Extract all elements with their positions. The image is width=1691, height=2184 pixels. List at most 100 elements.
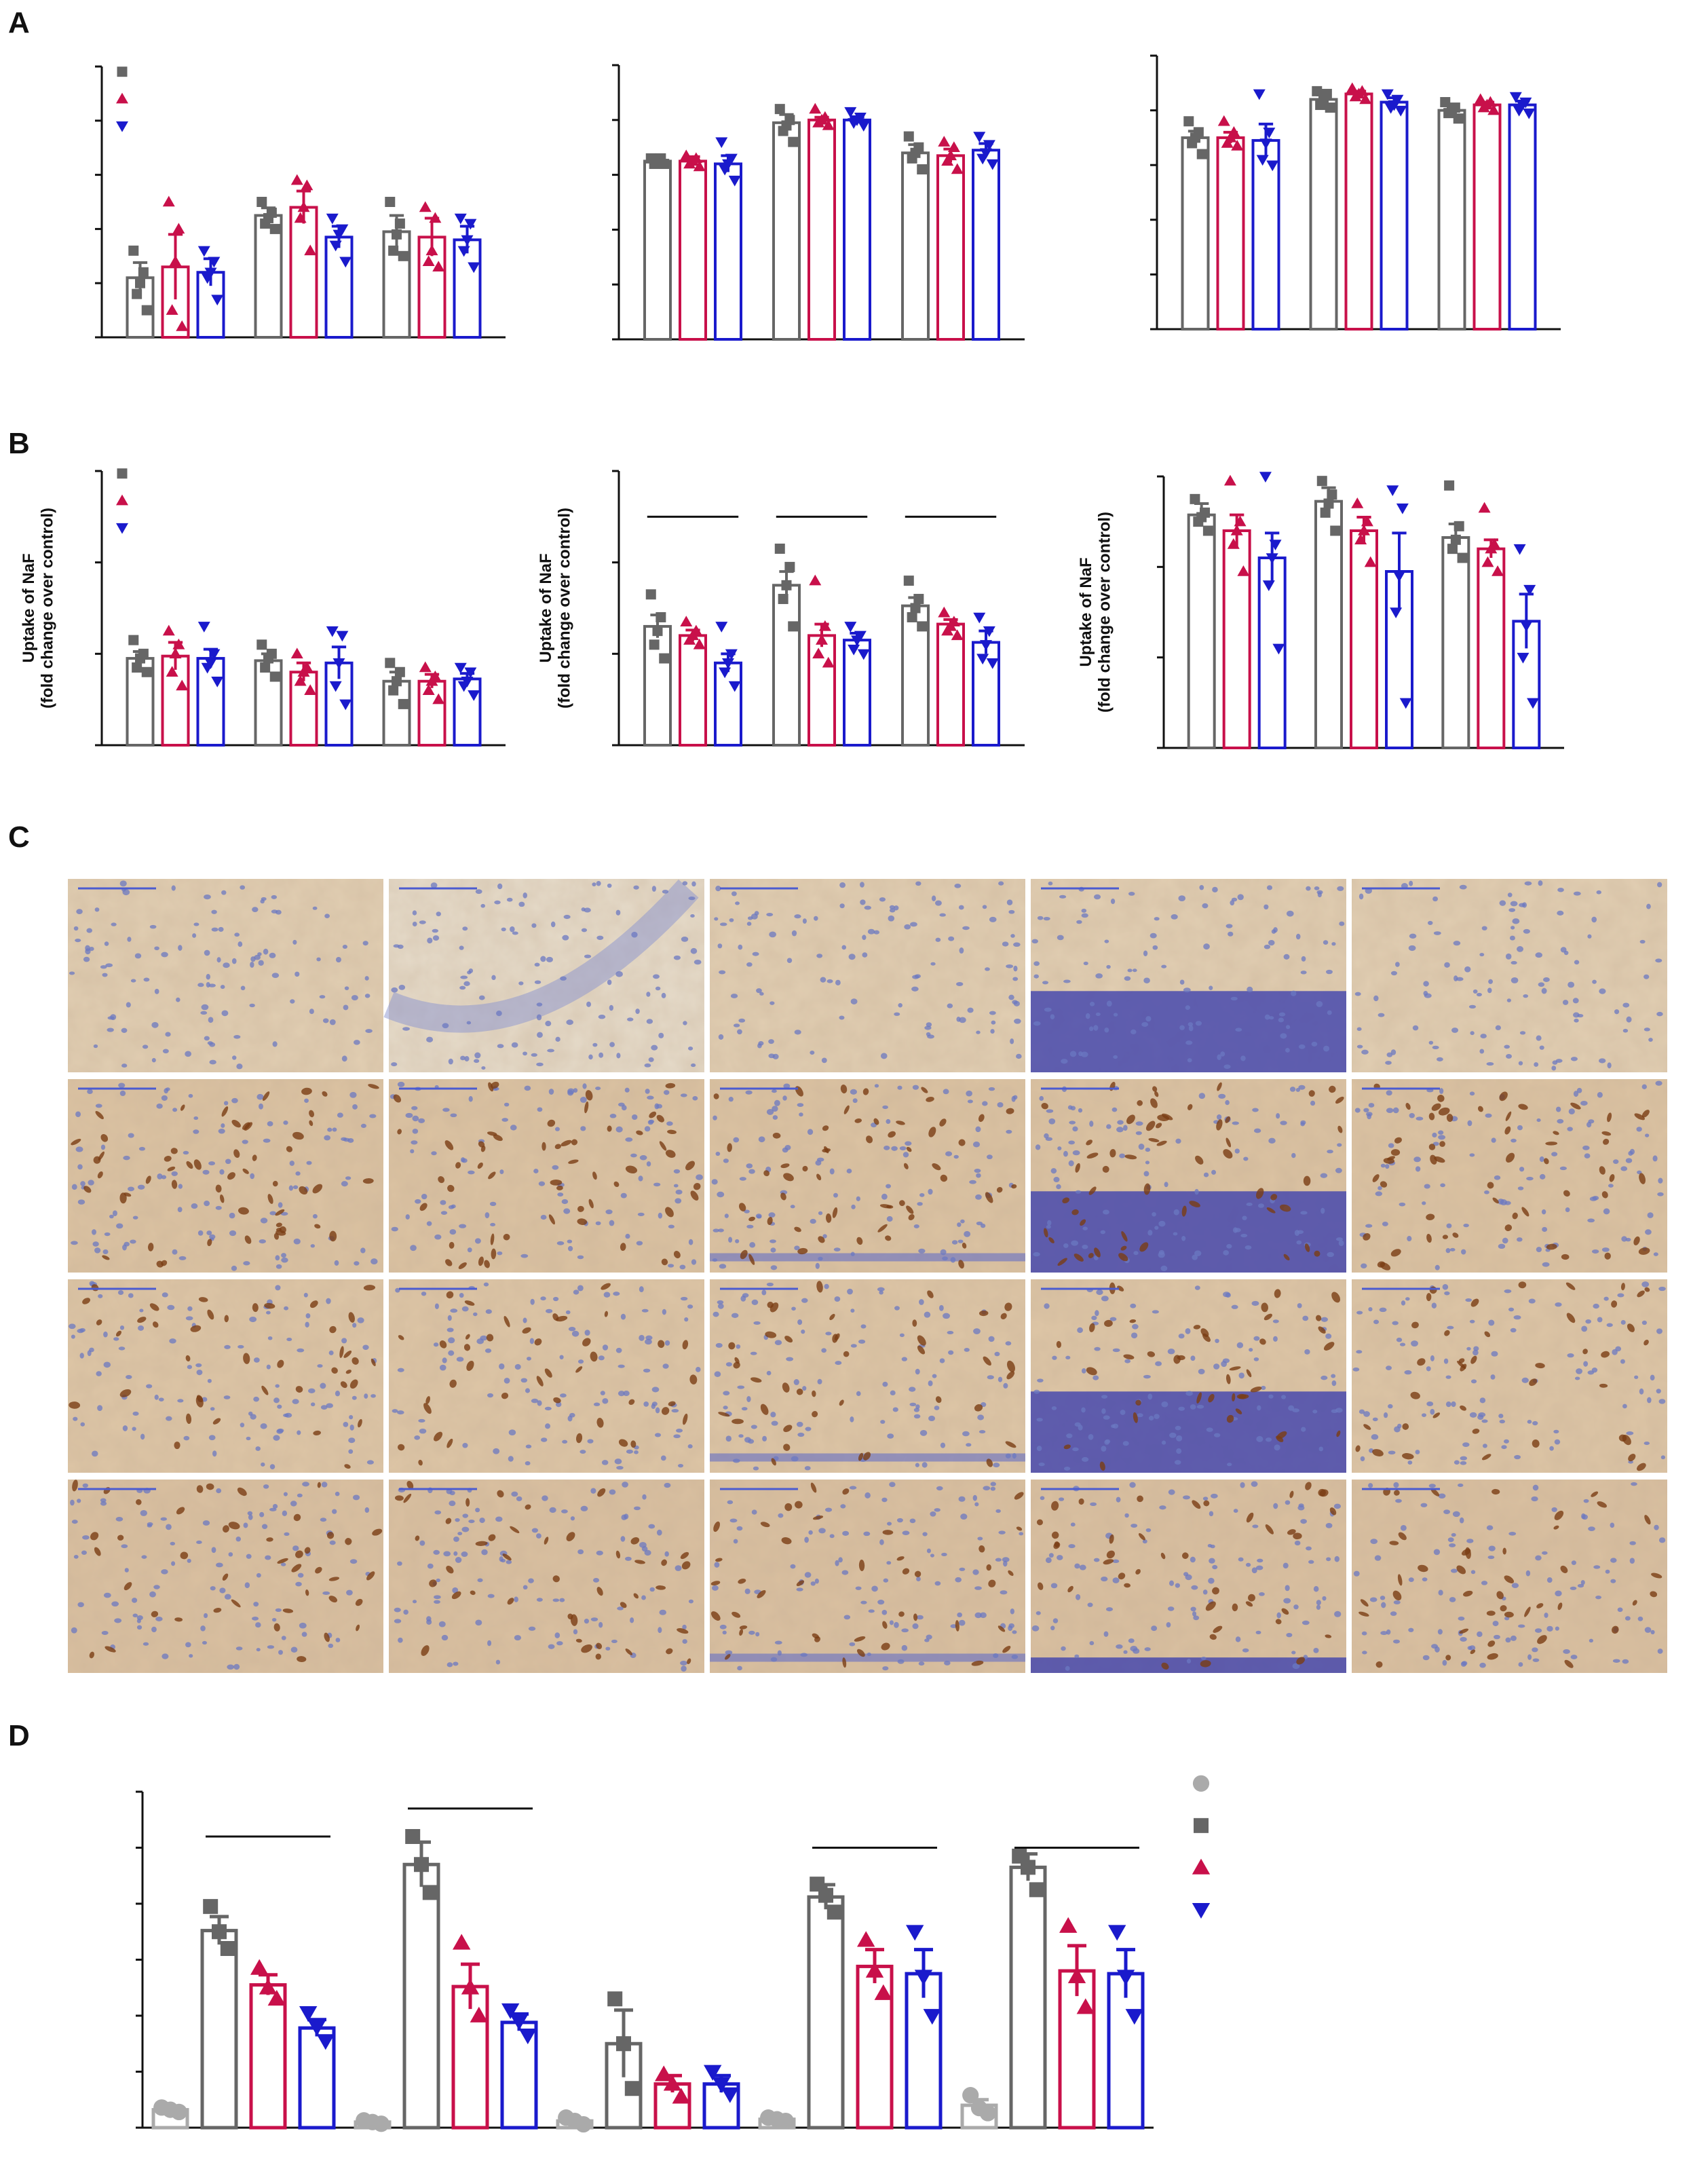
cell-nucleus: [531, 1398, 539, 1404]
cell-nucleus: [440, 1211, 448, 1216]
cell-nucleus: [1519, 1031, 1526, 1035]
cell-nucleus: [634, 1506, 641, 1511]
bar-rb2c-ifn-2: [289, 206, 318, 339]
cell-nucleus: [692, 1096, 698, 1101]
cd45-positive-cell: [1246, 1512, 1254, 1523]
cell-nucleus: [122, 1425, 128, 1431]
cell-nucleus: [94, 1247, 101, 1254]
cell-nucleus: [1178, 895, 1186, 901]
cell-nucleus: [75, 938, 81, 943]
micrograph-panel: [389, 1279, 704, 1473]
cell-nucleus: [1036, 1446, 1042, 1452]
cd45-positive-cell: [932, 1163, 941, 1171]
cell-nucleus: [966, 1090, 972, 1097]
cell-nucleus: [982, 1101, 988, 1106]
cell-nucleus: [548, 1089, 554, 1095]
cd45-positive-cell: [661, 1258, 668, 1266]
point-rb2c-ifn-2: [432, 261, 445, 272]
point-rb2c-ifn-2: [422, 684, 435, 695]
cell-nucleus: [658, 1627, 662, 1634]
cell-nucleus: [426, 1036, 434, 1042]
cell-nucleus: [1407, 1460, 1413, 1465]
cd45-positive-cell: [1463, 1590, 1473, 1597]
cell-nucleus: [1337, 886, 1344, 891]
cd45-positive-cell: [1607, 1112, 1612, 1123]
cell-nucleus: [516, 1496, 522, 1501]
cell-nucleus: [998, 1376, 1003, 1382]
cell-nucleus: [1185, 1328, 1191, 1334]
cell-nucleus: [421, 1292, 427, 1296]
cell-nucleus: [1181, 1235, 1186, 1241]
cd45-positive-cell: [1487, 1640, 1496, 1647]
cell-nucleus: [1316, 1000, 1323, 1007]
cell-nucleus: [1499, 900, 1506, 906]
cell-nucleus: [786, 958, 793, 963]
point-b2c: [385, 658, 396, 669]
point-b2c: [788, 621, 799, 632]
cd45-positive-cell: [575, 1366, 583, 1373]
cell-nucleus: [1192, 1254, 1198, 1260]
cell-nucleus: [1422, 1201, 1426, 1205]
cell-nucleus: [1251, 1481, 1258, 1487]
cell-nucleus: [520, 1378, 528, 1383]
cell-nucleus: [305, 1321, 309, 1328]
cell-nucleus: [1438, 1493, 1446, 1499]
cell-nucleus: [1428, 920, 1433, 926]
cell-nucleus: [411, 1106, 418, 1110]
cell-nucleus: [1568, 981, 1575, 988]
cd45-positive-cell: [326, 1531, 335, 1539]
cell-nucleus: [682, 881, 688, 886]
cell-nucleus: [901, 1644, 908, 1651]
cell-nucleus: [207, 1378, 212, 1383]
cell-nucleus: [1392, 1321, 1399, 1325]
cell-nucleus: [1238, 1372, 1244, 1379]
cell-nucleus: [680, 1093, 687, 1097]
cell-nucleus: [1459, 1517, 1464, 1524]
cell-nucleus: [834, 1296, 841, 1302]
cell-nucleus: [1583, 1499, 1589, 1503]
cell-nucleus: [178, 1256, 187, 1260]
cd45-positive-cell: [1124, 1154, 1137, 1160]
cell-nucleus: [714, 917, 719, 921]
cell-nucleus: [1647, 1212, 1654, 1218]
cd45-positive-cell: [464, 1300, 475, 1306]
bar-rb2c-ifn-3: [196, 657, 225, 747]
cell-nucleus: [316, 957, 321, 962]
cell-nucleus: [1089, 1026, 1094, 1032]
cell-nucleus: [592, 1042, 598, 1047]
cell-nucleus: [1535, 1555, 1542, 1561]
cell-nucleus: [1641, 1320, 1647, 1325]
cell-nucleus: [295, 1171, 301, 1176]
cell-nucleus: [1576, 1087, 1582, 1093]
cell-nucleus: [208, 983, 216, 987]
cd45-positive-cell: [267, 1194, 273, 1204]
cell-nucleus: [584, 954, 592, 958]
cell-nucleus: [814, 1578, 819, 1584]
cell-nucleus: [301, 1632, 307, 1637]
micrograph-grain: [1352, 879, 1667, 1072]
cell-nucleus: [189, 1654, 193, 1658]
cell-nucleus: [545, 1308, 553, 1313]
cell-nucleus: [817, 1378, 822, 1385]
cell-nucleus: [1256, 1435, 1264, 1442]
cell-nucleus: [1264, 944, 1270, 949]
cell-nucleus: [1161, 1401, 1168, 1408]
cell-nucleus: [224, 1344, 231, 1349]
cell-nucleus: [427, 1563, 434, 1569]
cell-nucleus: [531, 1528, 539, 1533]
cd45-positive-cell: [1637, 1290, 1645, 1298]
cell-nucleus: [1487, 987, 1492, 994]
cell-nucleus: [1320, 1317, 1328, 1322]
y-axis-label-line1: Uptake of NaF: [1077, 557, 1095, 666]
point-rb2c-ifn-2: [429, 212, 442, 223]
cell-nucleus: [235, 1646, 243, 1651]
cell-nucleus: [919, 1429, 928, 1436]
cell-nucleus: [774, 1099, 780, 1106]
bar-rb2c-ifn-3: [714, 661, 742, 747]
cell-nucleus: [391, 1062, 398, 1067]
cd45-positive-cell: [667, 1129, 677, 1135]
cell-nucleus: [560, 976, 567, 981]
cell-nucleus: [951, 1240, 958, 1245]
cd45-positive-cell: [1004, 1302, 1012, 1311]
cell-nucleus: [1150, 933, 1157, 939]
